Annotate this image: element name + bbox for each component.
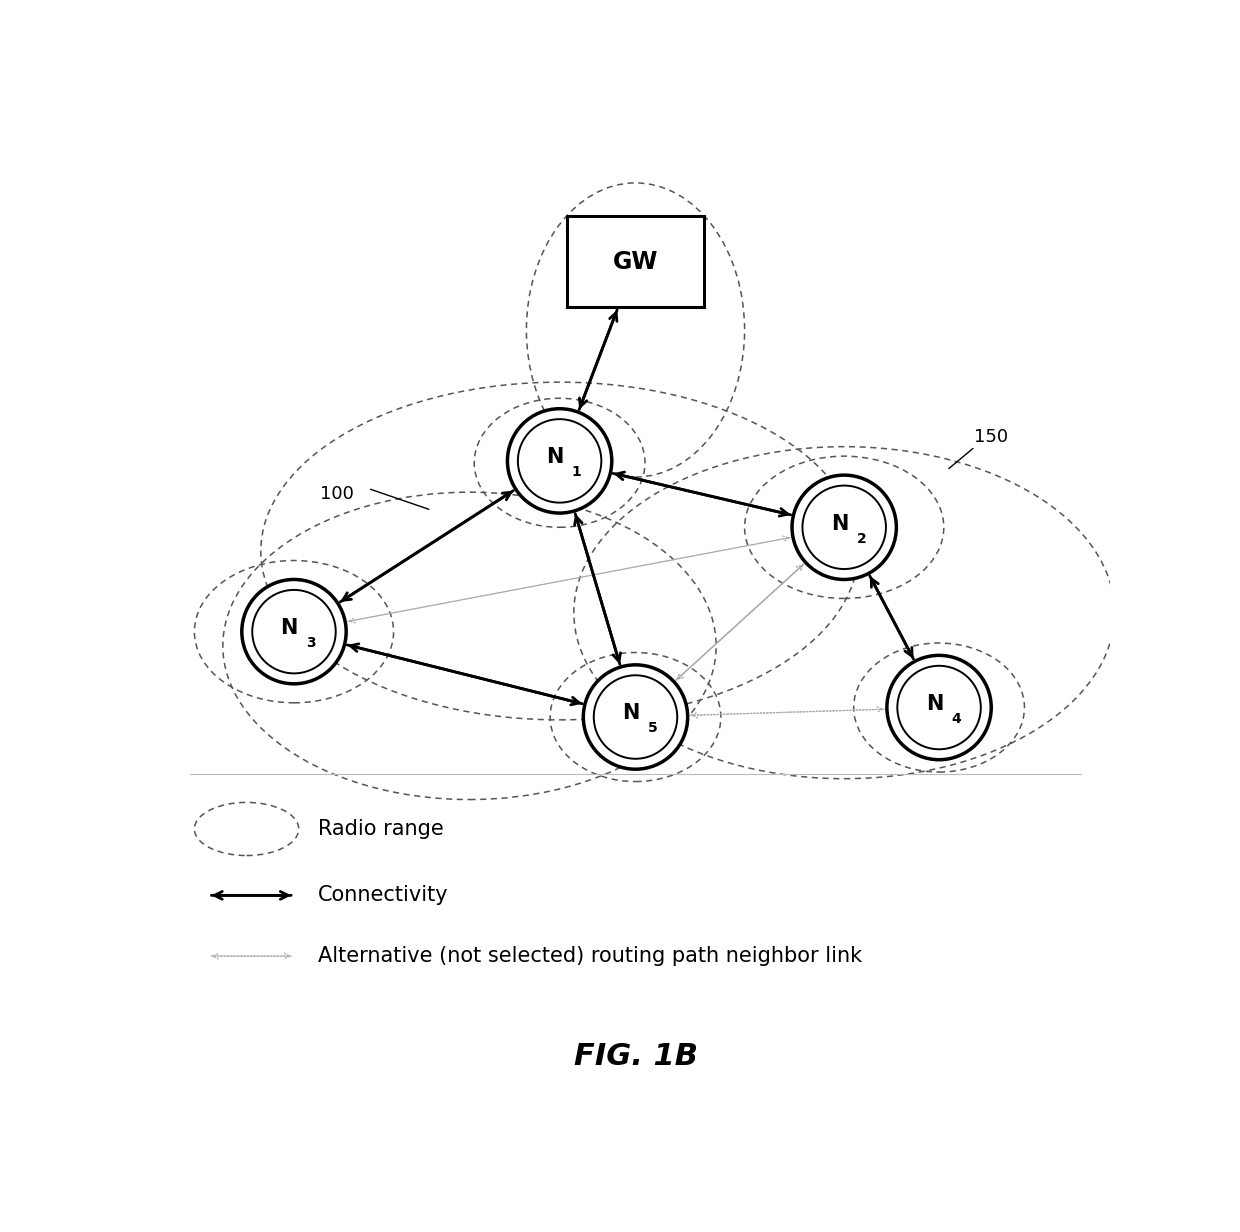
Text: 5: 5 bbox=[647, 722, 657, 736]
Text: Alternative (not selected) routing path neighbor link: Alternative (not selected) routing path … bbox=[317, 946, 862, 966]
Text: 4: 4 bbox=[951, 712, 961, 726]
Text: Connectivity: Connectivity bbox=[317, 886, 449, 906]
Text: 100: 100 bbox=[320, 485, 353, 503]
Text: Radio range: Radio range bbox=[317, 819, 444, 839]
Text: 150: 150 bbox=[975, 429, 1008, 446]
Text: N: N bbox=[925, 694, 942, 713]
Text: FIG. 1B: FIG. 1B bbox=[573, 1042, 697, 1071]
Text: 2: 2 bbox=[857, 532, 867, 546]
Text: N: N bbox=[831, 514, 848, 533]
Text: N: N bbox=[280, 618, 298, 638]
Text: GW: GW bbox=[613, 250, 658, 274]
Circle shape bbox=[583, 665, 688, 769]
FancyBboxPatch shape bbox=[567, 216, 704, 307]
Text: 1: 1 bbox=[572, 466, 582, 479]
Circle shape bbox=[792, 476, 897, 579]
Circle shape bbox=[887, 655, 991, 760]
Circle shape bbox=[242, 579, 346, 684]
Circle shape bbox=[507, 409, 611, 513]
Text: N: N bbox=[546, 447, 563, 467]
Text: 3: 3 bbox=[306, 636, 316, 650]
Text: N: N bbox=[622, 703, 640, 723]
